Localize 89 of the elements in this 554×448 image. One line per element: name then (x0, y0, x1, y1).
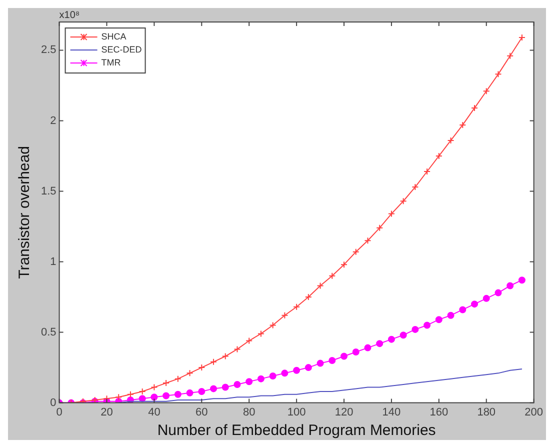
x-tick-label: 40 (148, 406, 160, 418)
x-axis-title: Number of Embedded Program Memories (157, 422, 436, 440)
point (340, 352, 348, 360)
point (316, 282, 324, 290)
point (340, 261, 348, 268)
x-tick-label: 80 (242, 406, 256, 418)
point (364, 344, 372, 352)
point (435, 152, 442, 160)
point (126, 390, 134, 398)
point (328, 356, 336, 364)
point (174, 375, 182, 382)
point (328, 272, 336, 280)
text: x10⁸ (59, 10, 80, 21)
point (459, 121, 466, 128)
point (304, 364, 312, 372)
point (210, 385, 218, 392)
point (506, 282, 514, 290)
point (246, 337, 253, 344)
point (257, 375, 264, 382)
point (482, 294, 490, 302)
point (186, 370, 194, 377)
point (494, 289, 502, 296)
legend-label: SEC-DED (101, 44, 142, 54)
point (447, 136, 454, 144)
x-tick-label: 160 (430, 406, 448, 418)
point (281, 370, 288, 377)
point (198, 388, 206, 396)
point (198, 364, 206, 372)
point (138, 395, 146, 402)
point (222, 352, 229, 360)
legend-label: SHCA (101, 31, 126, 42)
point (388, 210, 395, 218)
x-tick-label: 140 (382, 406, 401, 418)
x-tick-label: 180 (477, 406, 496, 418)
y-tick-label: 2 (50, 114, 56, 127)
x-tick-label: 60 (196, 406, 208, 418)
point (115, 394, 122, 401)
point (435, 316, 442, 324)
point (174, 390, 182, 398)
point (186, 389, 194, 396)
point (234, 346, 241, 353)
point (269, 322, 276, 329)
point (234, 380, 241, 388)
y-axis-title: Transistor overhead (16, 146, 34, 279)
point (447, 312, 454, 319)
point (400, 332, 407, 339)
point (222, 384, 229, 391)
point (459, 306, 466, 314)
x-tick-label: 120 (334, 406, 354, 418)
point (246, 378, 253, 386)
point (162, 392, 170, 400)
x-tick-label: 20 (100, 406, 113, 418)
x-tick-label: 100 (287, 406, 306, 418)
y-tick-label: 1.5 (40, 185, 56, 198)
point (471, 104, 478, 112)
point (506, 52, 514, 60)
point (364, 237, 372, 244)
point (376, 340, 384, 348)
point (352, 248, 360, 256)
point (281, 312, 288, 319)
point (150, 384, 158, 391)
point (150, 394, 158, 401)
point (412, 326, 419, 333)
y-tick-label: 0.5 (40, 326, 56, 338)
point (388, 336, 395, 343)
point (424, 168, 431, 175)
point (162, 380, 170, 387)
point (257, 330, 264, 338)
point (376, 224, 384, 232)
point (400, 198, 407, 205)
point (494, 70, 502, 78)
point (304, 294, 312, 301)
x-tick-label: 200 (524, 406, 544, 418)
legend-label: TMR (101, 57, 122, 68)
point (210, 358, 218, 366)
point (293, 303, 300, 310)
point (424, 322, 431, 329)
point (269, 372, 276, 380)
point (471, 300, 478, 308)
point (352, 348, 360, 356)
point (412, 184, 419, 191)
y-tick-label: 0 (50, 396, 56, 409)
point (293, 366, 300, 374)
point (518, 276, 526, 284)
point (482, 88, 490, 95)
y-tick-label: 2.5 (40, 44, 56, 56)
y-tick-label: 1 (50, 256, 56, 268)
point (138, 388, 146, 396)
point (316, 360, 324, 367)
